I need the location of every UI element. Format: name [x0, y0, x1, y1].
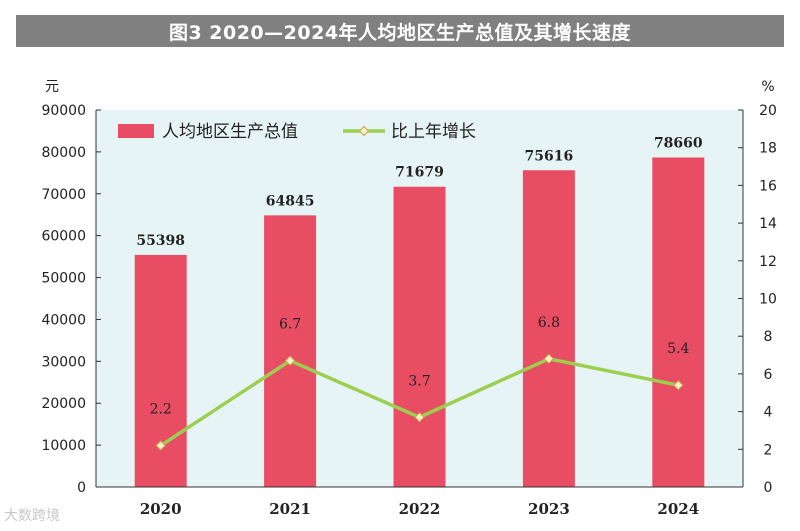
x-axis: 2020 2021 2022 2023 2024: [96, 486, 743, 518]
right-tick-label: 20: [759, 103, 777, 119]
line-series: 2.2 6.7 3.7 6.8 5.4: [150, 315, 690, 451]
bar: [134, 254, 187, 487]
right-tick-label: 18: [759, 141, 777, 157]
x-tick-label: 2023: [528, 500, 570, 518]
left-tick-label: 30000: [41, 354, 86, 370]
legend-line-marker: [358, 125, 370, 137]
x-tick-label: 2021: [269, 500, 311, 518]
x-tick-label: 2024: [657, 500, 699, 518]
left-axis-unit: 元: [45, 79, 59, 95]
x-tick-label: 2020: [140, 500, 182, 518]
left-tick-label: 20000: [41, 396, 86, 412]
left-y-axis: 0 10000 20000 30000 40000 50000 60000 70000 8000…: [41, 79, 101, 496]
bar-data-label: 71679: [395, 165, 444, 181]
line-point: [284, 355, 296, 366]
watermark: 大数跨境: [4, 508, 60, 524]
legend-bar-swatch: [118, 124, 154, 138]
right-tick-label: 8: [764, 329, 773, 345]
bar: [522, 170, 575, 487]
right-tick-label: 14: [759, 216, 777, 232]
line-data-label: 3.7: [408, 373, 430, 389]
left-tick-label: 40000: [41, 312, 86, 328]
right-tick-label: 4: [764, 405, 773, 421]
left-tick-label: 0: [77, 480, 86, 496]
left-tick-label: 10000: [41, 438, 86, 454]
left-tick-label: 50000: [41, 271, 86, 287]
x-tick-label: 2022: [399, 500, 441, 518]
legend: 人均地区生产总值 比上年增长: [118, 122, 476, 142]
right-tick-label: 2: [764, 442, 773, 458]
bar: [393, 186, 446, 487]
bar: [264, 215, 317, 487]
bar-series: 55398 64845 71679 75616 78660: [134, 136, 705, 487]
bar-data-label: 64845: [266, 193, 315, 209]
left-tick-label: 60000: [41, 229, 86, 245]
bar: [652, 157, 705, 487]
bar-data-label: 78660: [654, 136, 703, 152]
line-point: [414, 412, 425, 423]
left-tick-label: 90000: [41, 103, 86, 119]
line-point: [673, 380, 684, 391]
bar-data-label: 55398: [136, 233, 185, 249]
right-tick-label: 10: [759, 292, 777, 308]
right-tick-label: 0: [764, 480, 773, 496]
line-data-label: 2.2: [150, 402, 172, 418]
chart-title: 图3 2020—2024年人均地区生产总值及其增长速度: [16, 15, 784, 47]
line-data-label: 6.7: [279, 317, 301, 333]
bar-data-label: 75616: [525, 148, 574, 164]
right-tick-label: 16: [759, 178, 777, 194]
right-axis-unit: %: [761, 79, 774, 95]
line-data-label: 6.8: [538, 315, 560, 331]
line-data-label: 5.4: [667, 341, 689, 357]
line-point: [155, 440, 166, 451]
legend-line-label: 比上年增长: [391, 122, 476, 142]
right-tick-label: 6: [764, 367, 773, 383]
right-tick-label: 12: [759, 254, 777, 270]
line-point: [543, 353, 555, 365]
left-tick-label: 70000: [41, 187, 86, 203]
right-y-axis: 0 2 4 6 8 10 12 14 16 18 20%: [738, 79, 777, 496]
legend-bar-label: 人均地区生产总值: [162, 122, 298, 142]
left-tick-label: 80000: [41, 145, 86, 161]
